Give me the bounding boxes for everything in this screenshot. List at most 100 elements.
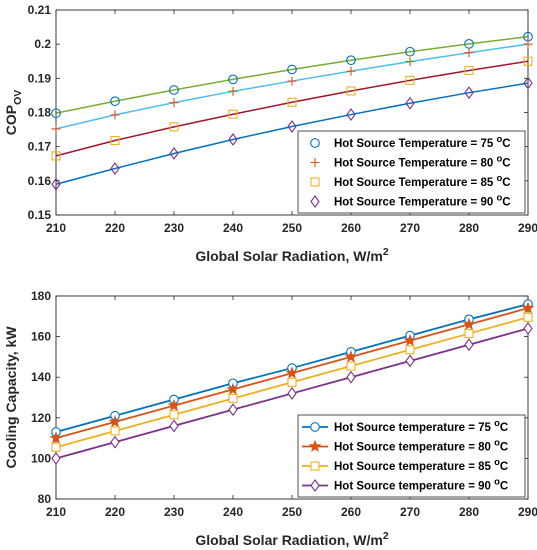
data-point (464, 65, 474, 76)
legend: Hot Source Temperature = 75 oC Hot Source… (297, 130, 526, 214)
data-point (51, 108, 61, 119)
x-tick-label: 230 (164, 221, 184, 235)
legend-entry: Hot Source Temperature = 80 oC (310, 154, 511, 170)
x-tick-label: 290 (518, 505, 537, 519)
y-tick-label: 160 (31, 330, 51, 344)
x-tick-label: 270 (400, 505, 420, 519)
legend-entry: Hot Source Temperature = 90 oC (310, 193, 511, 209)
data-point (169, 85, 179, 95)
data-point (523, 322, 533, 335)
data-point (51, 124, 61, 134)
legend-label: Hot Source temperature = 90 oC (334, 477, 508, 493)
data-point (346, 108, 356, 121)
y-tick-label: 100 (31, 451, 51, 465)
series-1 (51, 39, 533, 134)
legend-label: Hot Source Temperature = 75 oC (334, 134, 511, 150)
x-tick-label: 220 (105, 221, 125, 235)
x-tick-label: 210 (46, 221, 66, 235)
y-tick-label: 0.18 (28, 106, 52, 120)
data-point (346, 370, 356, 384)
data-point (226, 382, 240, 395)
x-tick-label: 240 (223, 505, 243, 519)
legend-marker (310, 422, 320, 432)
legend-label: Hot Source temperature = 75 oC (334, 418, 508, 434)
legend-marker (310, 461, 320, 471)
data-point (405, 345, 415, 355)
cooling-capacity-chart: 210 220 230 240 250 260 270 280 290 80 100 120 140 16… (3, 289, 537, 548)
x-tick-label: 260 (341, 221, 361, 235)
data-point (346, 361, 356, 371)
y-axis-label: COPOV (3, 90, 24, 136)
legend-label: Hot Source temperature = 80 oC (334, 438, 508, 454)
x-tick-label: 230 (164, 505, 184, 519)
series-2 (51, 312, 533, 452)
y-tick-label: 0.19 (28, 71, 52, 85)
legend-label: Hot Source Temperature = 85 oC (334, 173, 511, 189)
x-tick-label: 260 (341, 505, 361, 519)
data-point (287, 377, 297, 387)
cop-chart: 210 220 230 240 250 260 270 280 290 0.15 0.16 0.17 0… (3, 3, 537, 264)
legend: Hot Source temperature = 75 oC Hot Source… (297, 414, 526, 498)
data-point (110, 96, 120, 107)
y-tick-label: 180 (31, 289, 51, 303)
data-point (51, 451, 61, 465)
data-point (464, 38, 474, 49)
legend-label: Hot Source Temperature = 80 oC (334, 154, 511, 170)
x-tick-label: 220 (105, 505, 125, 519)
x-axis-label: Global Solar Radiation, W/m2 (195, 246, 388, 264)
x-tick-label: 270 (400, 221, 420, 235)
data-point (228, 109, 238, 119)
data-point (523, 56, 533, 66)
data-point (169, 410, 179, 420)
data-point (346, 86, 356, 96)
data-point (110, 435, 120, 449)
data-point (169, 147, 179, 160)
legend-entry: Hot Source Temperature = 85 oC (310, 173, 511, 189)
data-point (464, 86, 474, 100)
x-tick-label: 290 (518, 221, 537, 235)
x-tick-label: 280 (459, 505, 479, 519)
series-2 (51, 56, 533, 161)
legend-entry: Hot Source temperature = 75 oC (302, 418, 508, 434)
data-point (110, 426, 120, 436)
data-point (169, 122, 179, 132)
data-point (521, 301, 535, 314)
data-point (464, 48, 474, 58)
y-tick-label: 0.15 (28, 208, 52, 222)
data-point (285, 366, 299, 379)
data-point (405, 75, 415, 85)
data-point (49, 431, 63, 444)
legend-marker (310, 138, 320, 148)
series-line (55, 60, 529, 157)
legend-label: Hot Source temperature = 85 oC (334, 457, 508, 473)
data-point (110, 162, 120, 175)
data-point (51, 177, 61, 191)
data-point (405, 354, 415, 368)
data-point (287, 76, 297, 86)
data-point (228, 86, 238, 96)
data-point (346, 66, 356, 76)
data-point (464, 338, 474, 352)
legend-marker (310, 479, 320, 492)
data-point (51, 442, 61, 452)
series-3 (51, 76, 533, 191)
x-tick-label: 240 (223, 221, 243, 235)
series-line (55, 82, 529, 185)
data-point (228, 74, 238, 85)
y-tick-label: 120 (31, 411, 51, 425)
data-point (405, 57, 415, 67)
data-point (523, 39, 533, 49)
data-point (403, 333, 417, 347)
data-point (464, 329, 474, 339)
series-1 (49, 301, 535, 444)
y-axis-label: Cooling Capacity, kW (3, 326, 19, 469)
x-axis-label: Global Solar Radiation, W/m2 (195, 530, 388, 548)
series-0 (51, 31, 533, 119)
y-tick-label: 0.16 (28, 174, 52, 188)
x-tick-label: 280 (459, 221, 479, 235)
data-point (228, 133, 238, 146)
series-line (55, 35, 529, 114)
y-tick-label: 0.17 (28, 140, 52, 154)
data-point (405, 96, 415, 110)
